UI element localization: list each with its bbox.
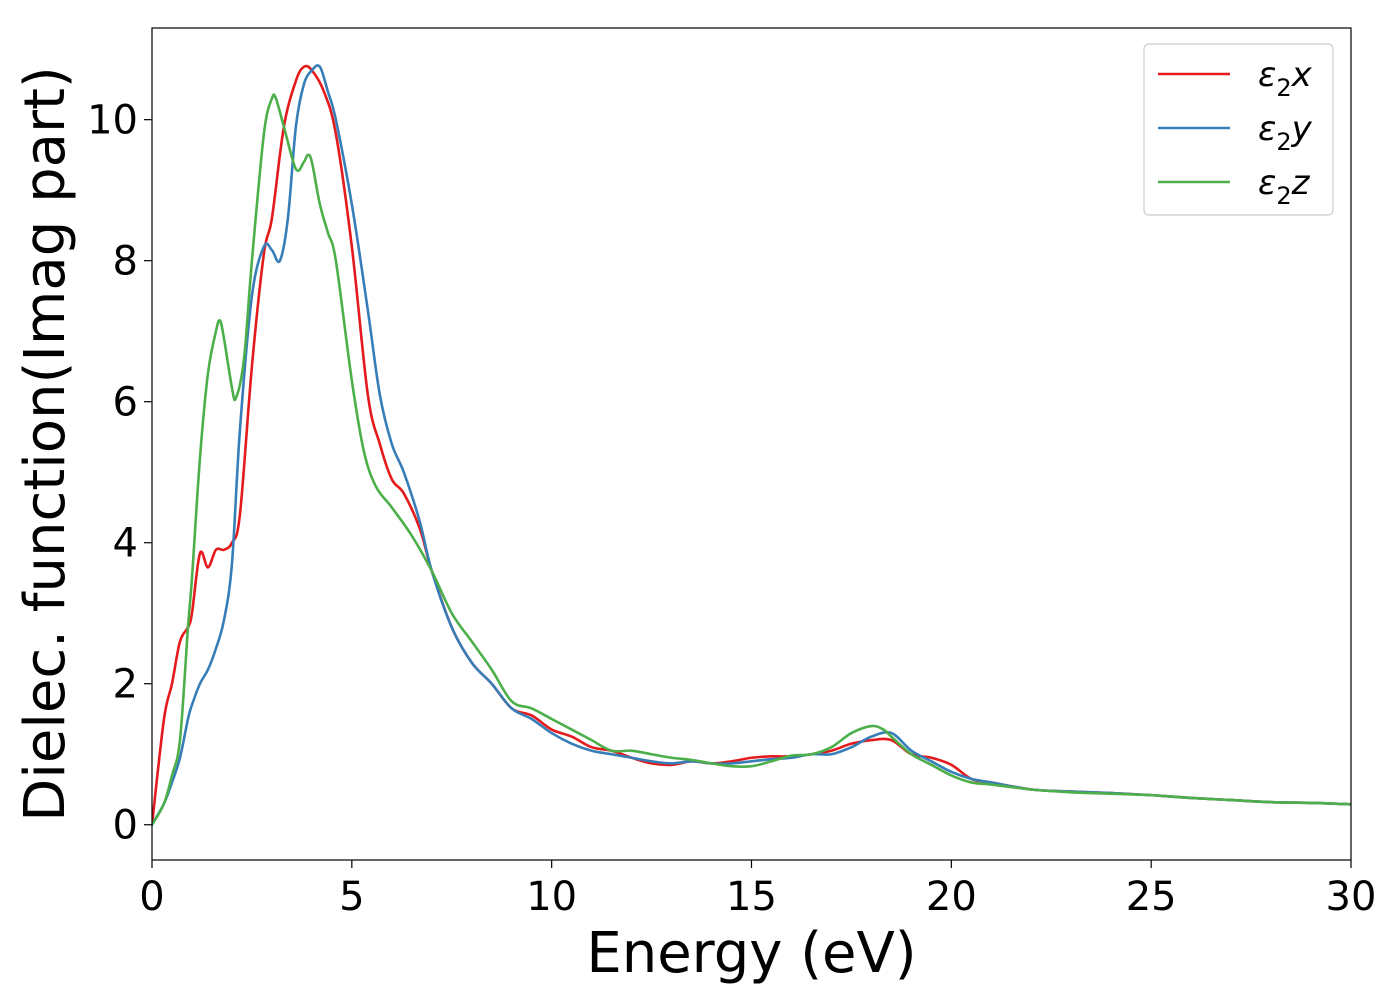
x-tick-label: 15 [726, 874, 777, 920]
y-tick-label: 6 [113, 380, 138, 426]
legend-item-x: ε2x [1158, 55, 1313, 102]
y-tick-label: 10 [87, 98, 138, 144]
x-tick-label: 30 [1326, 874, 1377, 920]
y-tick-label: 4 [113, 521, 138, 567]
y-axis-title: Dielec. function(Imag part) [13, 66, 78, 822]
x-tick-label: 5 [339, 874, 364, 920]
x-tick-label: 20 [926, 874, 977, 920]
series-layer [152, 64, 1351, 827]
y-tick-label: 0 [113, 803, 138, 849]
legend-item-y: ε2y [1158, 109, 1313, 156]
legend: ε2x ε2y ε2z [1143, 43, 1334, 216]
series-line-y [152, 64, 1351, 827]
x-tick-label: 0 [139, 874, 164, 920]
x-axis-ticks: 0 5 10 15 20 25 30 [139, 860, 1376, 920]
series-line-z [152, 93, 1351, 827]
x-axis-title: Energy (eV) [586, 921, 916, 986]
legend-item-z: ε2z [1158, 163, 1311, 210]
y-tick-label: 2 [113, 662, 138, 708]
legend-box [1143, 43, 1334, 216]
x-tick-label: 25 [1126, 874, 1177, 920]
legend-label: ε2y [1258, 109, 1313, 156]
legend-items: ε2x ε2y ε2z [1158, 55, 1313, 210]
x-tick-label: 10 [526, 874, 577, 920]
y-tick-label: 8 [113, 239, 138, 285]
legend-label: ε2x [1258, 55, 1313, 102]
legend-label: ε2z [1258, 163, 1311, 210]
y-axis-ticks: 0 2 4 6 8 10 [87, 98, 152, 849]
